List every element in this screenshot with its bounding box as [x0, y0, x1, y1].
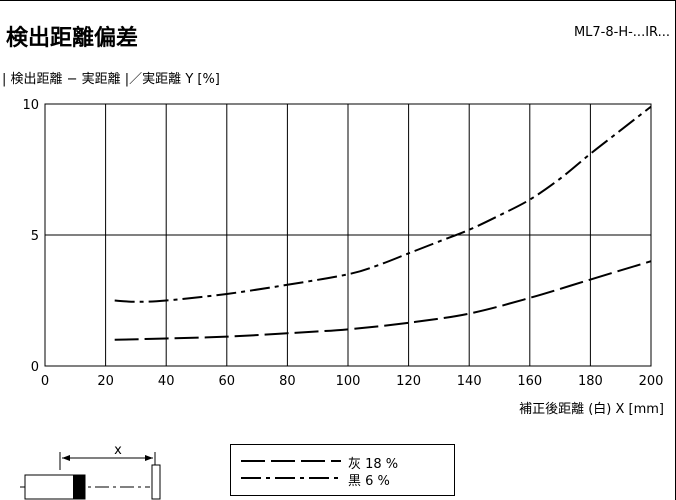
measurement-diagram: x	[20, 443, 161, 500]
x-tick-label: 200	[639, 374, 664, 389]
x-tick-label: 20	[97, 374, 114, 389]
y-tick-label: 5	[31, 229, 39, 244]
chart-ticks: 0 20 40 60 80 100 120 140 160 180 200 0 5 10	[22, 98, 663, 389]
model-number: ML7-8-H-...IR...	[573, 25, 670, 40]
x-tick-label: 180	[578, 374, 603, 389]
series-line-1	[114, 105, 652, 303]
x-tick-label: 80	[279, 374, 296, 389]
legend-label-black: 黒 6 %	[348, 474, 390, 489]
x-tick-label: 140	[457, 374, 482, 389]
legend-label-gray: 灰 18 %	[348, 457, 399, 472]
x-tick-label: 100	[336, 374, 361, 389]
target-reflector	[151, 464, 161, 500]
chart: 0 20 40 60 80 100 120 140 160 180 200 0 5 10 補正後距離 (白…	[22, 98, 664, 417]
x-axis-label: 補正後距離 (白) X [mm]	[519, 401, 664, 417]
y-tick-label: 10	[22, 98, 39, 113]
chart-series	[114, 105, 652, 341]
x-tick-label: 120	[396, 374, 421, 389]
x-tick-label: 40	[158, 374, 175, 389]
chart-grid	[44, 103, 652, 367]
page-title: 検出距離偏差	[6, 26, 139, 51]
y-tick-label: 0	[31, 360, 39, 375]
y-axis-label: | 検出距離 − 実距離 |／実距離 Y [%]	[2, 72, 220, 87]
x-tick-label: 60	[219, 374, 236, 389]
x-tick-label: 160	[517, 374, 542, 389]
distance-label: x	[114, 443, 122, 458]
x-tick-label: 0	[41, 374, 49, 389]
series-line-0	[114, 260, 652, 341]
sensor-lens	[73, 475, 85, 499]
legend: 灰 18 % 黒 6 %	[230, 444, 455, 496]
plot-border	[44, 103, 652, 367]
